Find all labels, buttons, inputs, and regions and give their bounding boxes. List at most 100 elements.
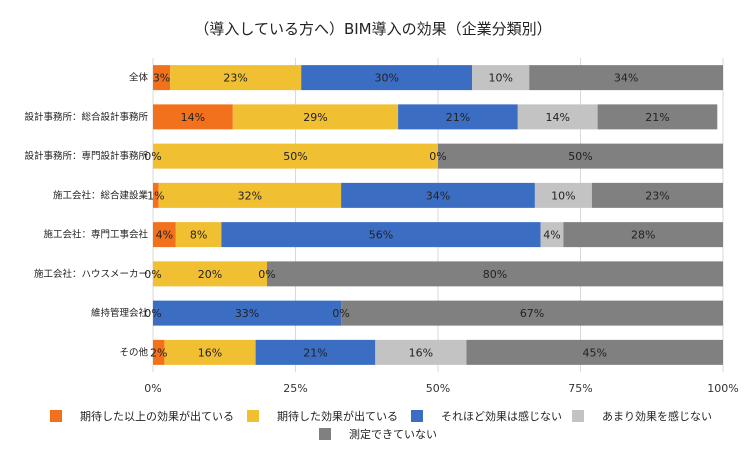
bar-segment [153, 222, 176, 248]
data-label: 45% [583, 346, 607, 359]
x-tick-label: 25% [283, 382, 307, 395]
data-label: 33% [235, 307, 259, 320]
bar-segment [267, 261, 723, 287]
bar-segment [597, 104, 718, 130]
category-label: 設計事務所：総合設計事務所 [24, 111, 148, 123]
data-label: 50% [568, 150, 592, 163]
bar-segment [221, 222, 541, 248]
bar-segment [591, 182, 723, 208]
legend-label: それほど効果は感じない [441, 409, 562, 423]
data-label: 80% [483, 268, 507, 281]
bar-segment [341, 300, 723, 326]
data-label: 50% [283, 150, 307, 163]
legend-item: 期待した以上の効果が出ている [50, 409, 234, 423]
data-label: 30% [374, 72, 398, 85]
x-tick-label: 50% [426, 382, 450, 395]
data-label: 21% [446, 111, 470, 124]
category-labels: 全体設計事務所：総合設計事務所設計事務所：専門設計事務所施工会社：総合建設業施工… [24, 72, 148, 359]
legend-swatch [411, 410, 423, 422]
bar-segment [517, 104, 598, 130]
data-label: 1% [147, 189, 164, 202]
data-label: 28% [631, 229, 655, 242]
data-label: 0% [144, 150, 161, 163]
data-label: 0% [258, 268, 275, 281]
data-label: 8% [190, 229, 207, 242]
bar-segment [153, 104, 233, 130]
legend: 期待した以上の効果が出ている 期待した効果が出ている それほど効果は感じない あまり効… [50, 409, 712, 441]
bar-segment [232, 104, 399, 130]
bar-segment [158, 182, 342, 208]
data-label: 29% [303, 111, 327, 124]
legend-label: 期待した以上の効果が出ている [80, 409, 234, 423]
bar-segment [153, 182, 159, 208]
legend-item: あまり効果を感じない [572, 409, 712, 423]
legend-label: 期待した効果が出ている [277, 409, 398, 423]
legend-swatch [572, 410, 584, 422]
data-labels: 3% 23% 30% 10% 34% 14% 29% 21% 14% 21% 0% 50% 0% 50% 1… [144, 72, 669, 360]
data-label: 34% [614, 72, 638, 85]
data-label: 0% [144, 307, 161, 320]
bar-segment [153, 65, 171, 91]
legend-label: あまり効果を感じない [602, 409, 712, 423]
data-label: 14% [181, 111, 205, 124]
data-label: 3% [153, 72, 170, 85]
bar-segment [175, 222, 222, 248]
bar-series [153, 65, 723, 365]
data-label: 4% [156, 229, 173, 242]
bar-segment [375, 339, 467, 365]
x-tick-label: 75% [568, 382, 592, 395]
x-axis-ticks: 0% 25% 50% 75% 100% [144, 382, 738, 395]
data-label: 2% [150, 346, 167, 359]
bar-segment [563, 222, 723, 248]
x-tick-label: 100% [707, 382, 738, 395]
data-label: 16% [409, 346, 433, 359]
category-label: 施工会社：専門工事会社 [43, 229, 148, 241]
bar-segment [301, 65, 473, 91]
data-label: 67% [520, 307, 544, 320]
bar-segment [540, 222, 564, 248]
bar-segment [341, 182, 535, 208]
category-label: 施工会社：総合建設業 [53, 189, 149, 201]
data-label: 34% [426, 189, 450, 202]
legend-swatch [247, 410, 259, 422]
bar-segment [153, 261, 267, 287]
data-label: 21% [645, 111, 669, 124]
data-label: 23% [645, 189, 669, 202]
data-label: 20% [198, 268, 222, 281]
bar-segment [398, 104, 518, 130]
bar-segment [255, 339, 376, 365]
category-label: その他 [119, 346, 148, 358]
data-label: 10% [488, 72, 512, 85]
bar-segment [170, 65, 302, 91]
data-label: 56% [369, 229, 393, 242]
category-label: 施工会社：ハウスメーカー [34, 268, 148, 280]
data-label: 0% [332, 307, 349, 320]
bar-segment [153, 300, 342, 326]
chart-title: （導入している方へ）BIM導入の効果（企業分類別） [194, 20, 551, 38]
data-label: 21% [303, 346, 327, 359]
data-label: 32% [238, 189, 262, 202]
data-label: 4% [543, 229, 560, 242]
bar-segment [472, 65, 530, 91]
bar-segment [534, 182, 592, 208]
data-label: 0% [144, 268, 161, 281]
category-label: 設計事務所：専門設計事務所 [24, 150, 148, 162]
bar-segment [438, 143, 723, 169]
data-label: 10% [551, 189, 575, 202]
legend-label: 測定できていない [349, 427, 437, 441]
legend-swatch [50, 410, 62, 422]
bar-segment [153, 339, 165, 365]
bar-segment [153, 143, 438, 169]
legend-item: 期待した効果が出ている [247, 409, 398, 423]
category-label: 維持管理会社 [91, 307, 149, 319]
data-label: 16% [198, 346, 222, 359]
bar-segment [466, 339, 723, 365]
data-label: 0% [429, 150, 446, 163]
bar-segment [529, 65, 723, 91]
legend-item: それほど効果は感じない [411, 409, 562, 423]
category-label: 全体 [129, 72, 149, 84]
data-label: 14% [545, 111, 569, 124]
legend-swatch [319, 428, 331, 440]
